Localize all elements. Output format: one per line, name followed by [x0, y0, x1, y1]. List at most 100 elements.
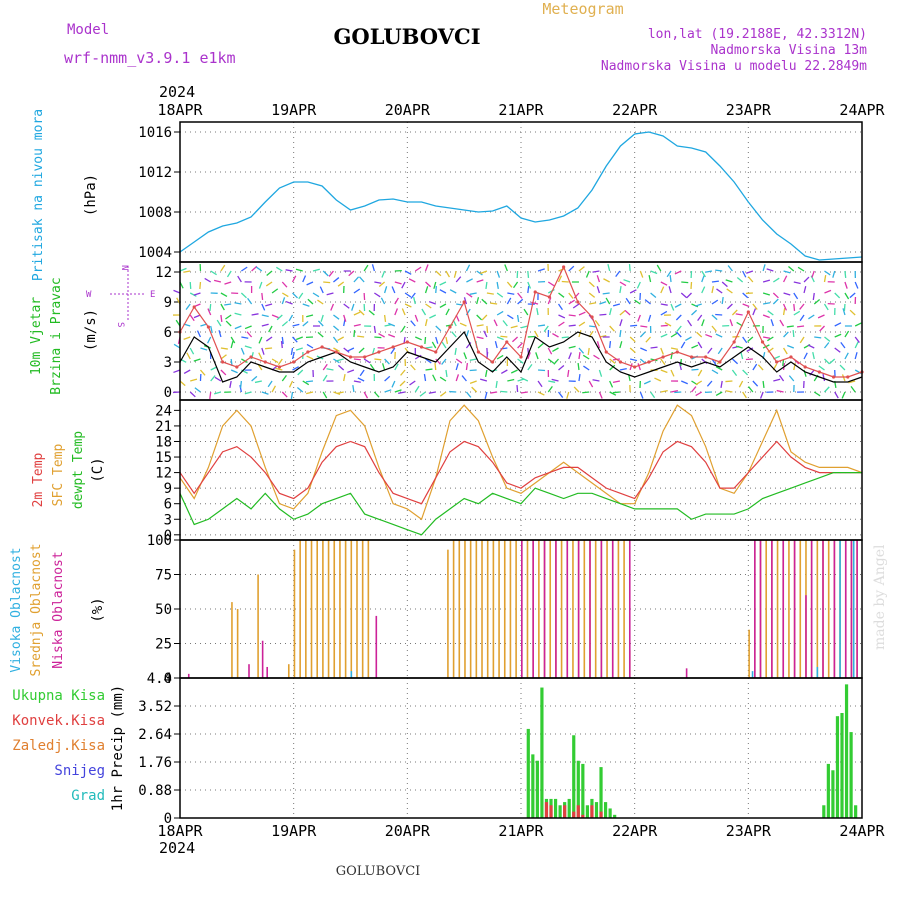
pressure-ylabel: Pritisak na nivou mora	[31, 109, 46, 281]
wind-arrow	[267, 380, 273, 388]
wind-arrow	[506, 281, 513, 288]
wind-arrow	[302, 380, 310, 386]
wind-arrow	[183, 270, 191, 273]
wind-arrow	[241, 358, 248, 364]
wind-arrow	[415, 336, 422, 341]
wind-arrow	[463, 297, 468, 305]
wind-arrow	[793, 281, 801, 285]
wind-arrow	[261, 303, 266, 311]
wind-arrow	[237, 275, 242, 283]
precip-bar	[608, 808, 612, 818]
cloud-bar	[822, 540, 824, 678]
wind-arrow	[690, 281, 693, 290]
y-tick-label: 12	[155, 265, 172, 281]
wind-arrow	[251, 265, 258, 272]
wind-arrow	[500, 335, 508, 338]
wind-arrow	[244, 325, 252, 330]
wind-arrow	[517, 342, 523, 349]
wind-ylabel-sub: Brzina i Pravac	[49, 277, 64, 394]
wind-arrow	[736, 277, 744, 283]
wind-arrow	[336, 358, 344, 362]
wind-arrow	[647, 314, 652, 322]
wind-arrow	[425, 368, 433, 371]
wind-gust-point	[391, 345, 395, 349]
wind-gust-point	[689, 355, 694, 359]
wind-arrow	[547, 385, 553, 393]
wind-arrow	[824, 270, 831, 276]
date-label-top: 22APR	[612, 101, 658, 119]
wind-arrow	[480, 270, 488, 275]
wind-arrow	[624, 309, 631, 316]
wind-gust-point	[760, 340, 765, 344]
year-top: 2024	[159, 83, 195, 101]
wind-arrow	[323, 281, 331, 284]
precip-ylabel: 1hr Precip (mm)	[110, 685, 126, 811]
wind-arrow	[578, 373, 581, 382]
cloud-bar	[299, 540, 301, 678]
wind-arrow	[834, 391, 839, 399]
wind-arrow	[834, 322, 842, 327]
wind-arrow	[822, 374, 826, 382]
wind-arrow	[306, 355, 314, 360]
cloud-bar	[549, 540, 552, 678]
model-elevation-text: Nadmorska Visina u modelu 22.2849m	[601, 59, 867, 74]
wind-arrow	[374, 292, 381, 298]
wind-arrow	[357, 377, 365, 382]
wind-arrow	[772, 277, 780, 283]
wind-gust-point	[647, 360, 651, 364]
wind-arrow	[373, 391, 380, 398]
wind-gust-point	[363, 355, 367, 359]
wind-arrow	[424, 286, 429, 294]
wind-arrow	[343, 374, 346, 382]
wind-arrow	[390, 347, 396, 355]
cloud-bar	[481, 540, 483, 678]
wind-gust-point	[419, 345, 424, 349]
wind-arrow	[643, 380, 651, 385]
wind-arrow	[429, 314, 437, 319]
wind-arrow	[534, 330, 539, 338]
wind-arrow	[516, 314, 520, 323]
wind-arrow	[424, 336, 427, 345]
wind-arrow	[290, 391, 294, 400]
precip-bar	[603, 802, 608, 818]
wind-arrow	[783, 331, 789, 338]
wind-arrow	[469, 292, 477, 295]
wind-arrow	[596, 341, 601, 349]
wind-arrow	[636, 281, 641, 289]
pressure-panel	[179, 131, 863, 261]
wind-arrow	[629, 347, 636, 354]
wind-arrow	[258, 352, 263, 360]
wind-gust-point	[519, 355, 523, 359]
wind-arrow	[660, 333, 668, 338]
wind-arrow	[619, 281, 627, 287]
wind-arrow	[711, 325, 717, 332]
wind-arrow	[644, 299, 651, 305]
wind-arrow	[757, 364, 764, 371]
wind-arrow	[317, 331, 324, 338]
wind-arrow	[261, 323, 269, 327]
wind-arrow	[517, 292, 523, 299]
wind-arrow	[731, 309, 738, 316]
wind-arrow	[353, 311, 361, 316]
wind-arrow	[455, 358, 463, 364]
wind-arrow	[596, 275, 601, 283]
y-tick-label: 100	[147, 533, 172, 549]
wind-gust-point	[448, 325, 452, 329]
wind-arrow	[374, 358, 382, 361]
y-tick-label: 21	[155, 419, 172, 435]
wind-arrow	[312, 268, 320, 272]
wind-arrow	[829, 358, 836, 365]
precip-bar	[558, 805, 562, 818]
wind-arrow	[675, 331, 682, 338]
wind-arrow	[496, 270, 501, 278]
wind-arrow	[568, 265, 575, 272]
cloud-bar	[339, 540, 341, 678]
wind-arrow	[295, 336, 303, 341]
wind-gust-point	[505, 340, 509, 344]
wind-arrow	[701, 270, 706, 278]
cloud-bar	[793, 540, 796, 678]
wind-arrow	[399, 380, 406, 387]
wind-arrow	[520, 325, 528, 329]
wind-arrow	[854, 336, 860, 343]
y-tick-label: 3	[164, 355, 172, 371]
